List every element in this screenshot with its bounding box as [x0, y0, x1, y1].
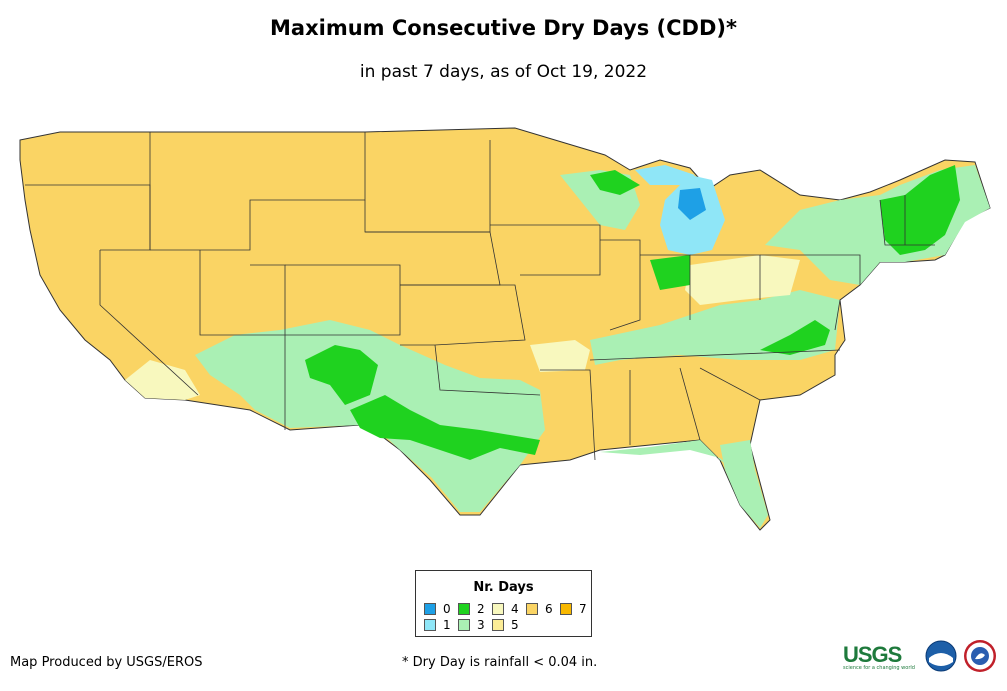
legend-label: 2 [477, 601, 485, 616]
legend-swatch [526, 602, 538, 615]
map-credit: Map Produced by USGS/EROS [10, 655, 203, 670]
region-2-michigan-up [590, 170, 640, 195]
dry-day-note: * Dry Day is rainfall < 0.04 in. [402, 655, 598, 670]
legend-title: Nr. Days [473, 580, 534, 595]
legend-swatch [424, 602, 436, 615]
region-2-texas [350, 395, 540, 460]
us-dry-days-map [19, 127, 991, 531]
legend-item-6: 6 [526, 601, 553, 616]
legend: Nr. Days 0 1 2 3 4 5 6 7 [415, 570, 592, 637]
legend-item-0: 0 [424, 601, 451, 616]
region-3-southeast-coast [600, 440, 735, 470]
legend-label: 4 [511, 601, 519, 616]
legend-label: 7 [579, 601, 587, 616]
state-borders [25, 132, 935, 461]
noaa-logo-icon [925, 640, 957, 672]
legend-swatch [492, 618, 504, 631]
usgs-logo: USGS [843, 642, 902, 668]
legend-item-4: 4 [492, 601, 519, 616]
map-subtitle: in past 7 days, as of Oct 19, 2022 [359, 62, 648, 82]
region-2-virginia [760, 320, 830, 355]
region-2-new-england [880, 165, 960, 255]
legend-item-1: 1 [424, 617, 451, 632]
legend-item-2: 2 [458, 601, 485, 616]
region-2-new-mexico [305, 345, 378, 405]
legend-swatch [458, 602, 470, 615]
region-0-michigan [678, 188, 706, 220]
legend-item-3: 3 [458, 617, 485, 632]
map-title: Maximum Consecutive Dry Days (CDD)* [270, 16, 737, 40]
usgs-logo-text: USGS [843, 642, 902, 667]
legend-label: 0 [443, 601, 451, 616]
legend-label: 1 [443, 617, 451, 632]
legend-label: 5 [511, 617, 519, 632]
legend-item-7: 7 [560, 601, 587, 616]
legend-swatch [560, 602, 572, 615]
region-1-lake-superior [635, 165, 695, 185]
legend-label: 6 [545, 601, 553, 616]
usgs-tagline: science for a changing world [843, 665, 915, 671]
region-2-indiana [650, 255, 690, 290]
region-4-southwest-az [125, 360, 200, 400]
legend-swatch [492, 602, 504, 615]
region-3-florida [720, 440, 768, 528]
region-4-ohio [685, 255, 800, 305]
legend-item-5: 5 [492, 617, 519, 632]
legend-swatch [424, 618, 436, 631]
region-4-arkansas [530, 340, 590, 372]
legend-label: 3 [477, 617, 485, 632]
nws-logo-icon [964, 640, 996, 672]
legend-swatch [458, 618, 470, 631]
